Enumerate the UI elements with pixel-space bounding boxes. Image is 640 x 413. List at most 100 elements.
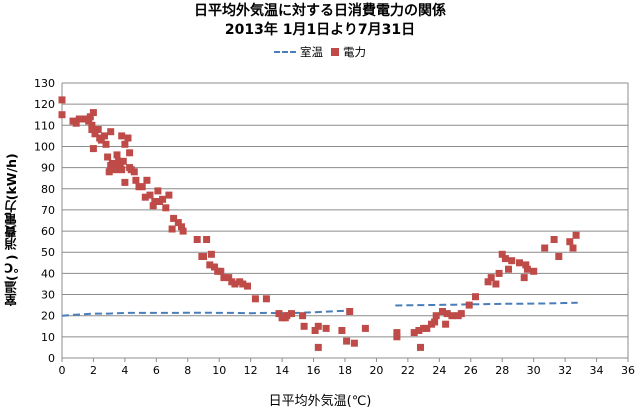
power-data-point — [75, 115, 83, 123]
power-data-point — [105, 168, 113, 176]
power-data-point — [417, 343, 424, 351]
power-data-point — [124, 134, 132, 142]
power-data-point — [146, 191, 154, 199]
power-data-point — [193, 236, 201, 243]
power-data-point — [162, 204, 170, 212]
power-data-point — [457, 310, 465, 318]
power-data-point — [431, 318, 439, 326]
power-data-point — [338, 327, 346, 334]
power-data-point — [113, 151, 121, 159]
power-data-point — [88, 126, 96, 133]
power-data-point — [165, 191, 173, 199]
power-data-point — [220, 274, 228, 282]
power-data-point — [443, 310, 451, 318]
x-tick-label: 32 — [558, 364, 572, 377]
power-data-point — [85, 117, 93, 125]
power-data-point — [174, 219, 182, 227]
x-tick-label: 12 — [244, 364, 258, 377]
power-data-point — [206, 261, 214, 269]
room-temp-series-line — [395, 301, 578, 307]
x-tick-label: 30 — [527, 364, 541, 377]
x-tick-label: 18 — [338, 364, 352, 377]
power-data-point — [569, 244, 577, 252]
power-data-point — [138, 183, 146, 191]
power-data-point — [346, 308, 354, 315]
chart-subtitle: 2013年 1月1日より7月31日 — [224, 22, 416, 38]
legend-item-room-temp: 室温 — [274, 44, 323, 60]
x-tick-label: 0 — [59, 364, 66, 377]
power-data-point — [151, 198, 159, 205]
power-data-point — [522, 261, 530, 269]
y-tick-label: 60 — [41, 225, 55, 238]
power-data-point — [159, 195, 167, 203]
power-data-point — [523, 265, 531, 273]
power-data-point — [89, 145, 97, 153]
x-tick-label: 10 — [212, 364, 226, 377]
power-data-point — [231, 280, 239, 288]
y-tick-label: 0 — [48, 352, 55, 365]
x-tick-label: 4 — [121, 364, 128, 377]
power-data-point — [118, 166, 126, 174]
power-data-point — [104, 153, 112, 161]
power-data-point — [439, 308, 446, 315]
power-data-point — [541, 244, 549, 252]
legend: 室温 電力 — [0, 44, 640, 60]
power-data-point — [107, 128, 115, 136]
power-data-point — [178, 223, 185, 231]
power-data-point — [119, 157, 127, 165]
power-data-point — [350, 339, 358, 347]
y-tick-label: 110 — [34, 119, 55, 132]
power-data-point — [251, 295, 259, 303]
power-data-point — [86, 113, 94, 121]
power-data-point — [361, 324, 369, 332]
power-data-point — [492, 280, 500, 288]
power-data-point — [572, 231, 580, 239]
power-data-point — [299, 312, 307, 320]
x-tick-label: 34 — [590, 364, 604, 377]
power-data-point — [322, 324, 330, 332]
power-data-point — [102, 140, 110, 148]
x-tick-label: 26 — [464, 364, 478, 377]
y-tick-label: 130 — [34, 77, 55, 90]
power-data-point — [58, 111, 66, 119]
power-data-point — [314, 322, 322, 330]
legend-label-power: 電力 — [343, 45, 366, 59]
x-tick-label: 16 — [307, 364, 321, 377]
power-data-point — [283, 312, 291, 320]
power-data-point — [530, 267, 538, 275]
power-data-point — [432, 312, 440, 320]
x-tick-label: 22 — [401, 364, 415, 377]
power-data-point — [118, 132, 126, 140]
power-data-point — [505, 265, 512, 273]
power-data-point — [311, 327, 319, 334]
power-data-point — [508, 257, 516, 265]
power-data-point — [168, 225, 176, 233]
power-data-point — [288, 310, 295, 318]
legend-label-room-temp: 室温 — [300, 45, 323, 59]
power-data-point — [516, 259, 523, 267]
power-data-point — [217, 267, 225, 275]
power-data-point — [179, 227, 187, 235]
power-data-point — [484, 278, 492, 286]
x-axis-label: 日平均外気温(℃) — [268, 394, 372, 409]
y-tick-label: 30 — [41, 289, 55, 302]
room-temp-series-line — [61, 309, 353, 317]
power-data-point — [91, 130, 99, 138]
x-tick-label: 28 — [495, 364, 509, 377]
y-tick-label: 80 — [41, 183, 55, 196]
power-data-point — [149, 202, 157, 210]
power-data-point — [550, 236, 558, 243]
power-data-point — [239, 280, 247, 288]
y-tick-label: 50 — [41, 246, 55, 259]
power-data-point — [244, 282, 251, 290]
power-data-point — [132, 176, 140, 184]
power-data-point — [126, 149, 134, 157]
y-tick-label: 40 — [41, 267, 55, 280]
power-data-point — [207, 250, 215, 258]
power-data-point — [300, 322, 308, 330]
y-tick-label: 10 — [41, 331, 55, 344]
x-tick-label: 8 — [184, 364, 191, 377]
power-data-point — [72, 119, 80, 127]
y-tick-label: 70 — [41, 204, 55, 217]
